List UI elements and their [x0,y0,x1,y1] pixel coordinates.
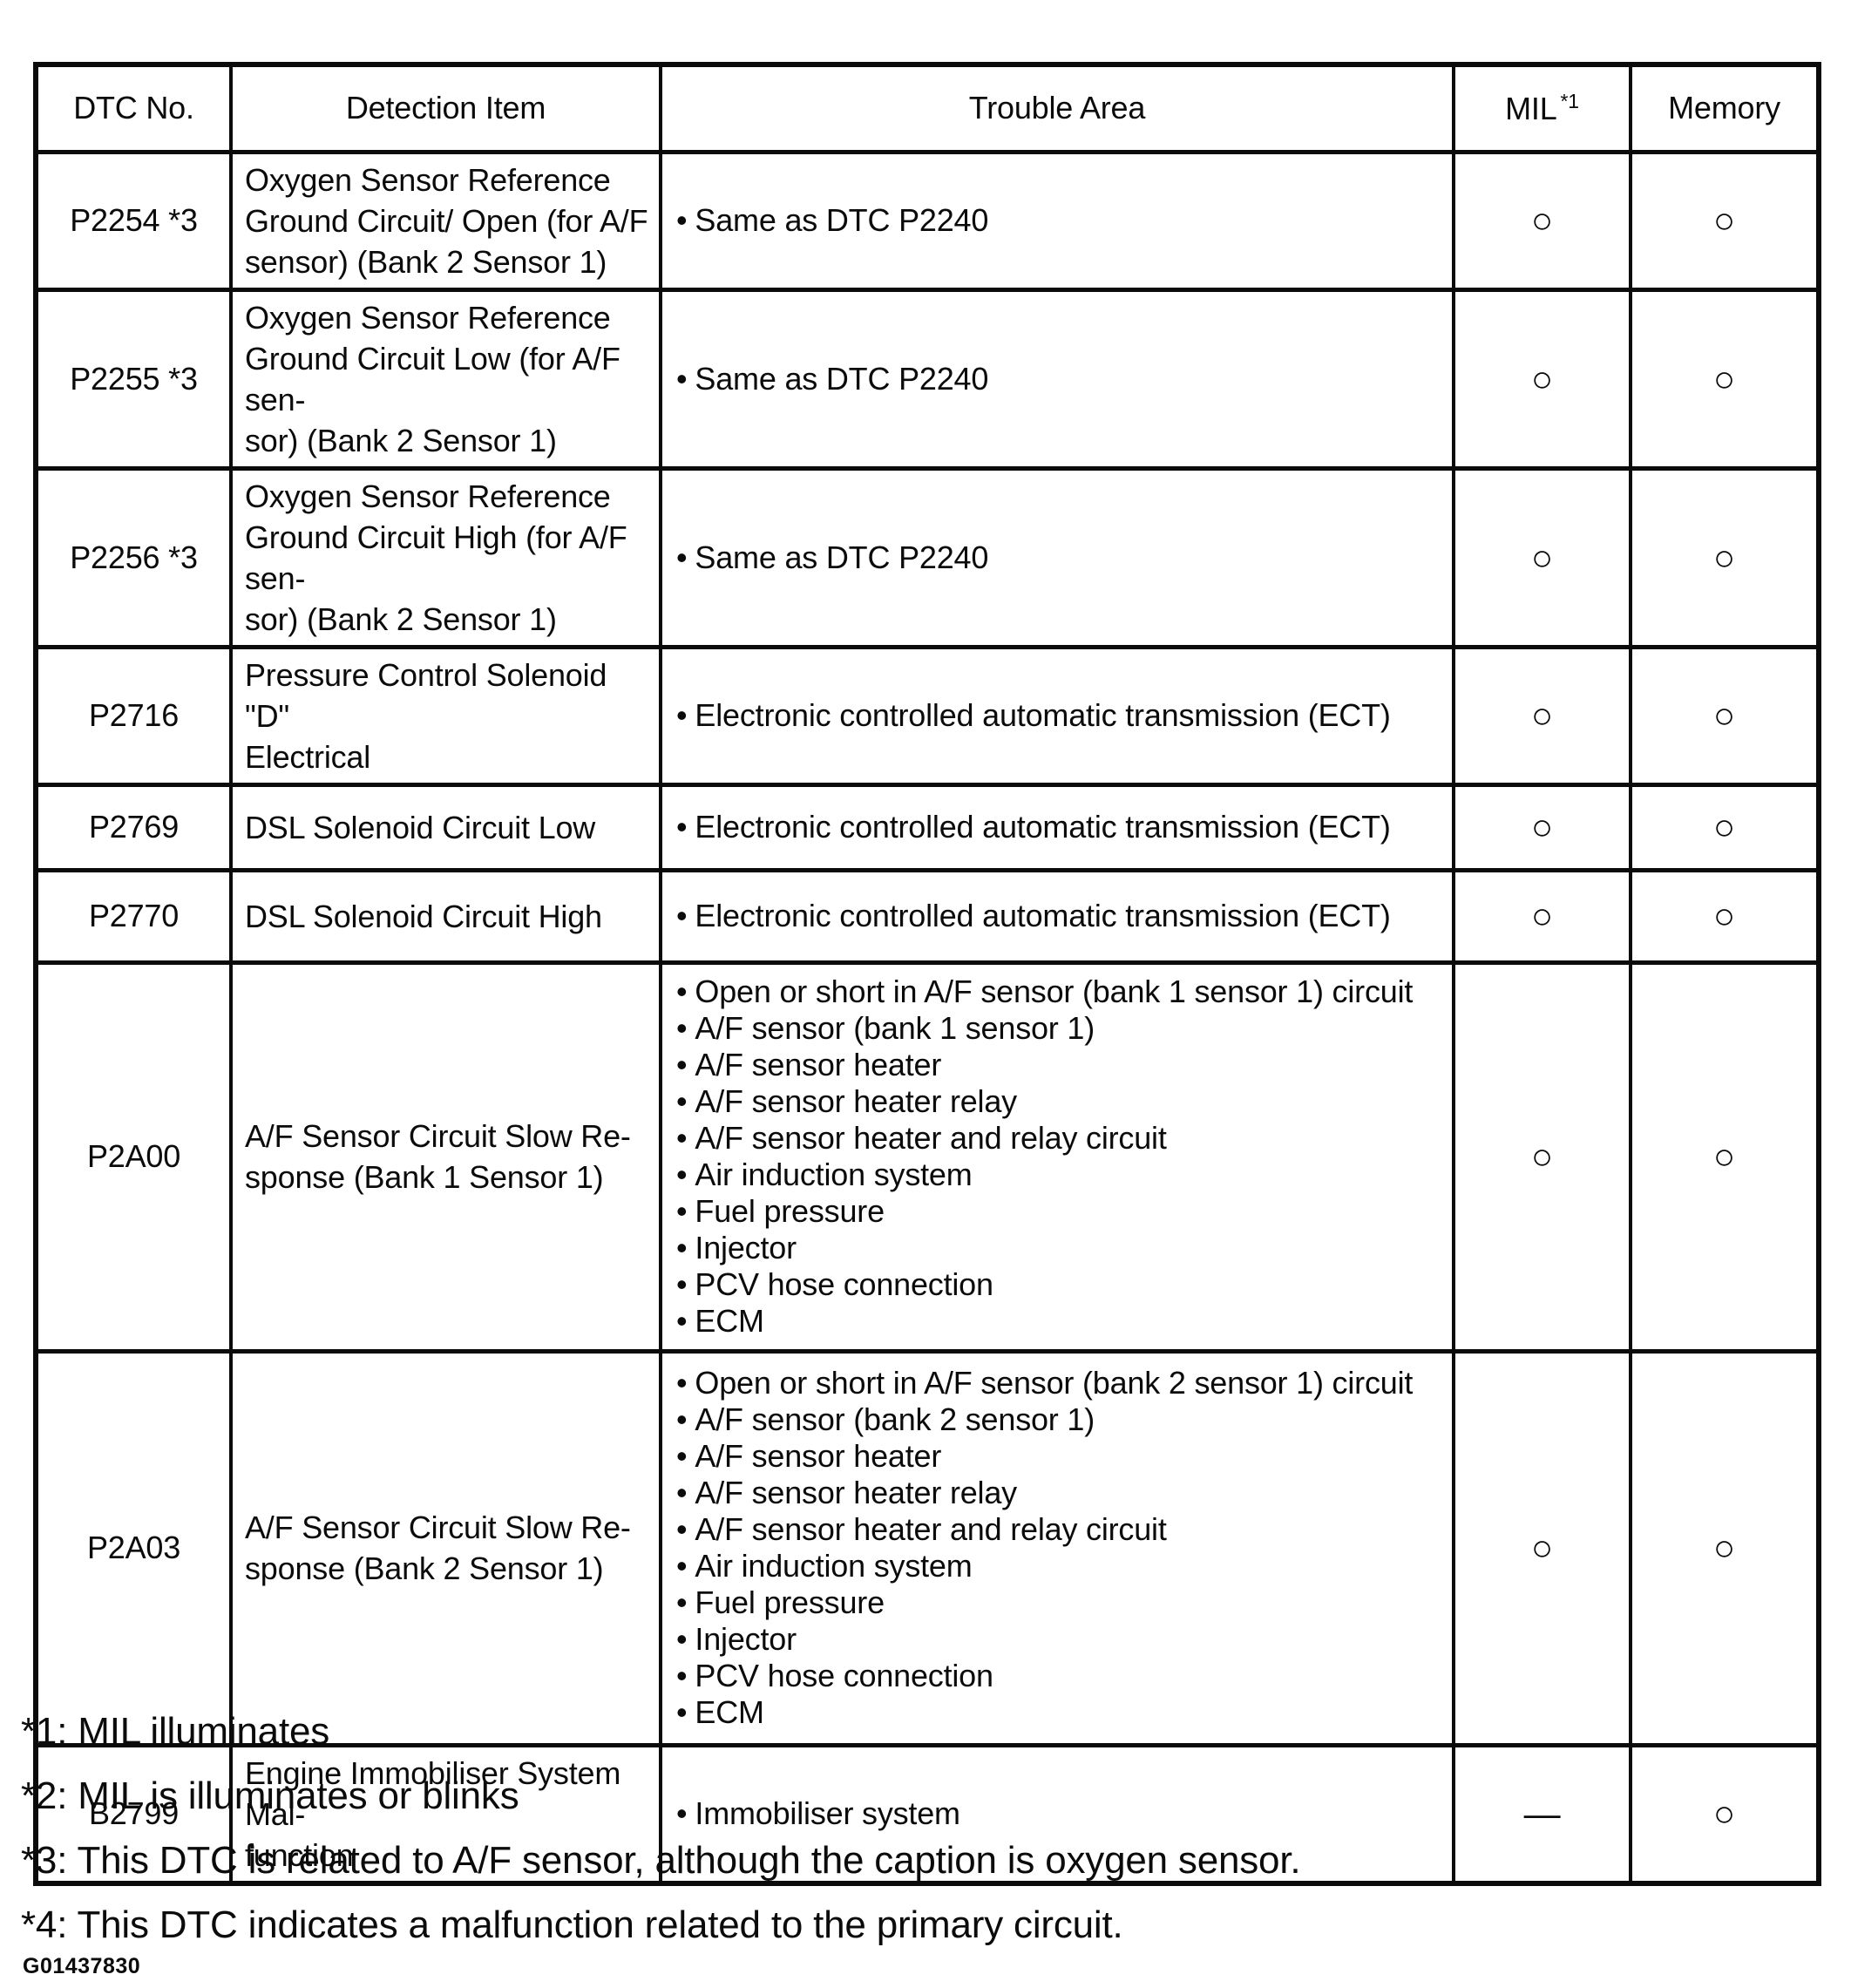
footnote-2: *2: MIL is illuminates or blinks [21,1774,519,1817]
trouble-area-item: Injector [676,1621,1445,1658]
footnote-3: *3: This DTC is related to A/F sensor, a… [21,1839,1301,1882]
mil-status: ○ [1452,149,1632,292]
detection-item: Oxygen Sensor Reference Ground Circuit L… [229,287,662,471]
dtc-code: P2254 *3 [34,149,233,292]
trouble-area-item: PCV hose connection [676,1266,1445,1303]
trouble-area-item: Air induction system [676,1157,1445,1193]
memory-status: ○ [1629,287,1820,471]
trouble-area-item: Open or short in A/F sensor (bank 2 sens… [676,1365,1445,1401]
trouble-area-list: Electronic controlled automatic transmis… [659,644,1455,787]
col-header-mil-footnote-ref: *1 [1560,89,1580,112]
memory-status: ○ [1629,465,1820,649]
mil-status: ○ [1452,782,1632,872]
trouble-area-item: A/F sensor heater and relay circuit [676,1120,1445,1157]
trouble-area-list: Same as DTC P2240 [659,465,1455,649]
detection-item: A/F Sensor Circuit Slow Re- sponse (Bank… [229,960,662,1354]
table-row: P2254 *3 Oxygen Sensor Reference Ground … [34,149,1820,292]
figure-id: G01437830 [23,1954,141,1978]
trouble-area-item: Electronic controlled automatic transmis… [676,898,1445,934]
trouble-area-item: Electronic controlled automatic transmis… [676,697,1445,734]
trouble-area-item: Open or short in A/F sensor (bank 1 sens… [676,974,1445,1010]
mil-status: ○ [1452,644,1632,787]
trouble-area-item: Fuel pressure [676,1193,1445,1230]
memory-status: ○ [1629,1742,1820,1885]
memory-status: ○ [1629,149,1820,292]
mil-status: ○ [1452,287,1632,471]
memory-status: ○ [1629,1348,1820,1747]
table-row: P2255 *3 Oxygen Sensor Reference Ground … [34,287,1820,471]
footnotes: *1: MIL illuminates *2: MIL is illuminat… [21,1700,1301,1957]
dtc-code: P2255 *3 [34,287,233,471]
mil-status: ○ [1452,465,1632,649]
trouble-area-item: Injector [676,1230,1445,1266]
mil-status: ○ [1452,960,1632,1354]
detection-item: Pressure Control Solenoid "D" Electrical [229,644,662,787]
trouble-area-item: Same as DTC P2240 [676,539,1445,576]
trouble-area-item: ECM [676,1303,1445,1340]
col-header-trouble-area: Trouble Area [659,62,1455,154]
col-header-dtc-no: DTC No. [34,62,233,154]
trouble-area-list: Electronic controlled automatic transmis… [659,867,1455,965]
col-header-mil-label: MIL [1505,90,1557,126]
trouble-area-item: A/F sensor heater [676,1438,1445,1475]
header-row: DTC No. Detection Item Trouble Area MIL *… [34,62,1820,154]
dtc-code: B2799 [34,1742,233,1885]
table-row: P2716 Pressure Control Solenoid "D" Elec… [34,644,1820,787]
trouble-area-item: Electronic controlled automatic transmis… [676,809,1445,845]
trouble-area-list: Same as DTC P2240 [659,149,1455,292]
trouble-area-item: Same as DTC P2240 [676,202,1445,239]
trouble-area-list: Same as DTC P2240 [659,287,1455,471]
table-row: P2A03 A/F Sensor Circuit Slow Re- sponse… [34,1348,1820,1747]
table-row: P2769 DSL Solenoid Circuit Low Electroni… [34,782,1820,872]
mil-status: ○ [1452,867,1632,965]
dtc-code: P2770 [34,867,233,965]
dtc-code: P2716 [34,644,233,787]
trouble-area-item: ECM [676,1694,1445,1731]
memory-status: ○ [1629,867,1820,965]
footnote-4: *4: This DTC indicates a malfunction rel… [21,1903,1123,1946]
trouble-area-list: Open or short in A/F sensor (bank 1 sens… [659,960,1455,1354]
dtc-code: P2A03 [34,1348,233,1747]
detection-item: A/F Sensor Circuit Slow Re- sponse (Bank… [229,1348,662,1747]
memory-status: ○ [1629,782,1820,872]
table-row: P2A00 A/F Sensor Circuit Slow Re- sponse… [34,960,1820,1354]
trouble-area-item: A/F sensor heater [676,1047,1445,1083]
trouble-area-item: Same as DTC P2240 [676,361,1445,397]
table-row: P2256 *3 Oxygen Sensor Reference Ground … [34,465,1820,649]
trouble-area-item: A/F sensor (bank 2 sensor 1) [676,1401,1445,1438]
detection-item: Engine Immobiliser System Mal- function [229,1742,662,1885]
detection-item: Oxygen Sensor Reference Ground Circuit/ … [229,149,662,292]
detection-item: Oxygen Sensor Reference Ground Circuit H… [229,465,662,649]
trouble-area-item: Immobiliser system [676,1795,1445,1832]
detection-item: DSL Solenoid Circuit Low [229,782,662,872]
table-row: P2770 DSL Solenoid Circuit High Electron… [34,867,1820,965]
memory-status: ○ [1629,644,1820,787]
dtc-code: P2A00 [34,960,233,1354]
col-header-mil: MIL *1 [1452,62,1632,154]
col-header-memory: Memory [1629,62,1820,154]
trouble-area-item: A/F sensor heater and relay circuit [676,1511,1445,1548]
trouble-area-item: Air induction system [676,1548,1445,1584]
trouble-area-list: Electronic controlled automatic transmis… [659,782,1455,872]
detection-item: DSL Solenoid Circuit High [229,867,662,965]
footnote-1: *1: MIL illuminates [21,1710,330,1753]
col-header-detection-item: Detection Item [229,62,662,154]
mil-status: ○ [1452,1348,1632,1747]
trouble-area-item: A/F sensor (bank 1 sensor 1) [676,1010,1445,1047]
trouble-area-item: A/F sensor heater relay [676,1083,1445,1120]
table-row: B2799 Engine Immobiliser System Mal- fun… [34,1742,1820,1885]
trouble-area-item: Fuel pressure [676,1584,1445,1621]
trouble-area-list: Immobiliser system [659,1742,1455,1885]
memory-status: ○ [1629,960,1820,1354]
dtc-table: DTC No. Detection Item Trouble Area MIL *… [33,62,1821,1886]
mil-status: — [1452,1742,1632,1885]
trouble-area-item: PCV hose connection [676,1658,1445,1694]
trouble-area-list: Open or short in A/F sensor (bank 2 sens… [659,1348,1455,1747]
trouble-area-item: A/F sensor heater relay [676,1475,1445,1511]
dtc-code: P2769 [34,782,233,872]
dtc-code: P2256 *3 [34,465,233,649]
